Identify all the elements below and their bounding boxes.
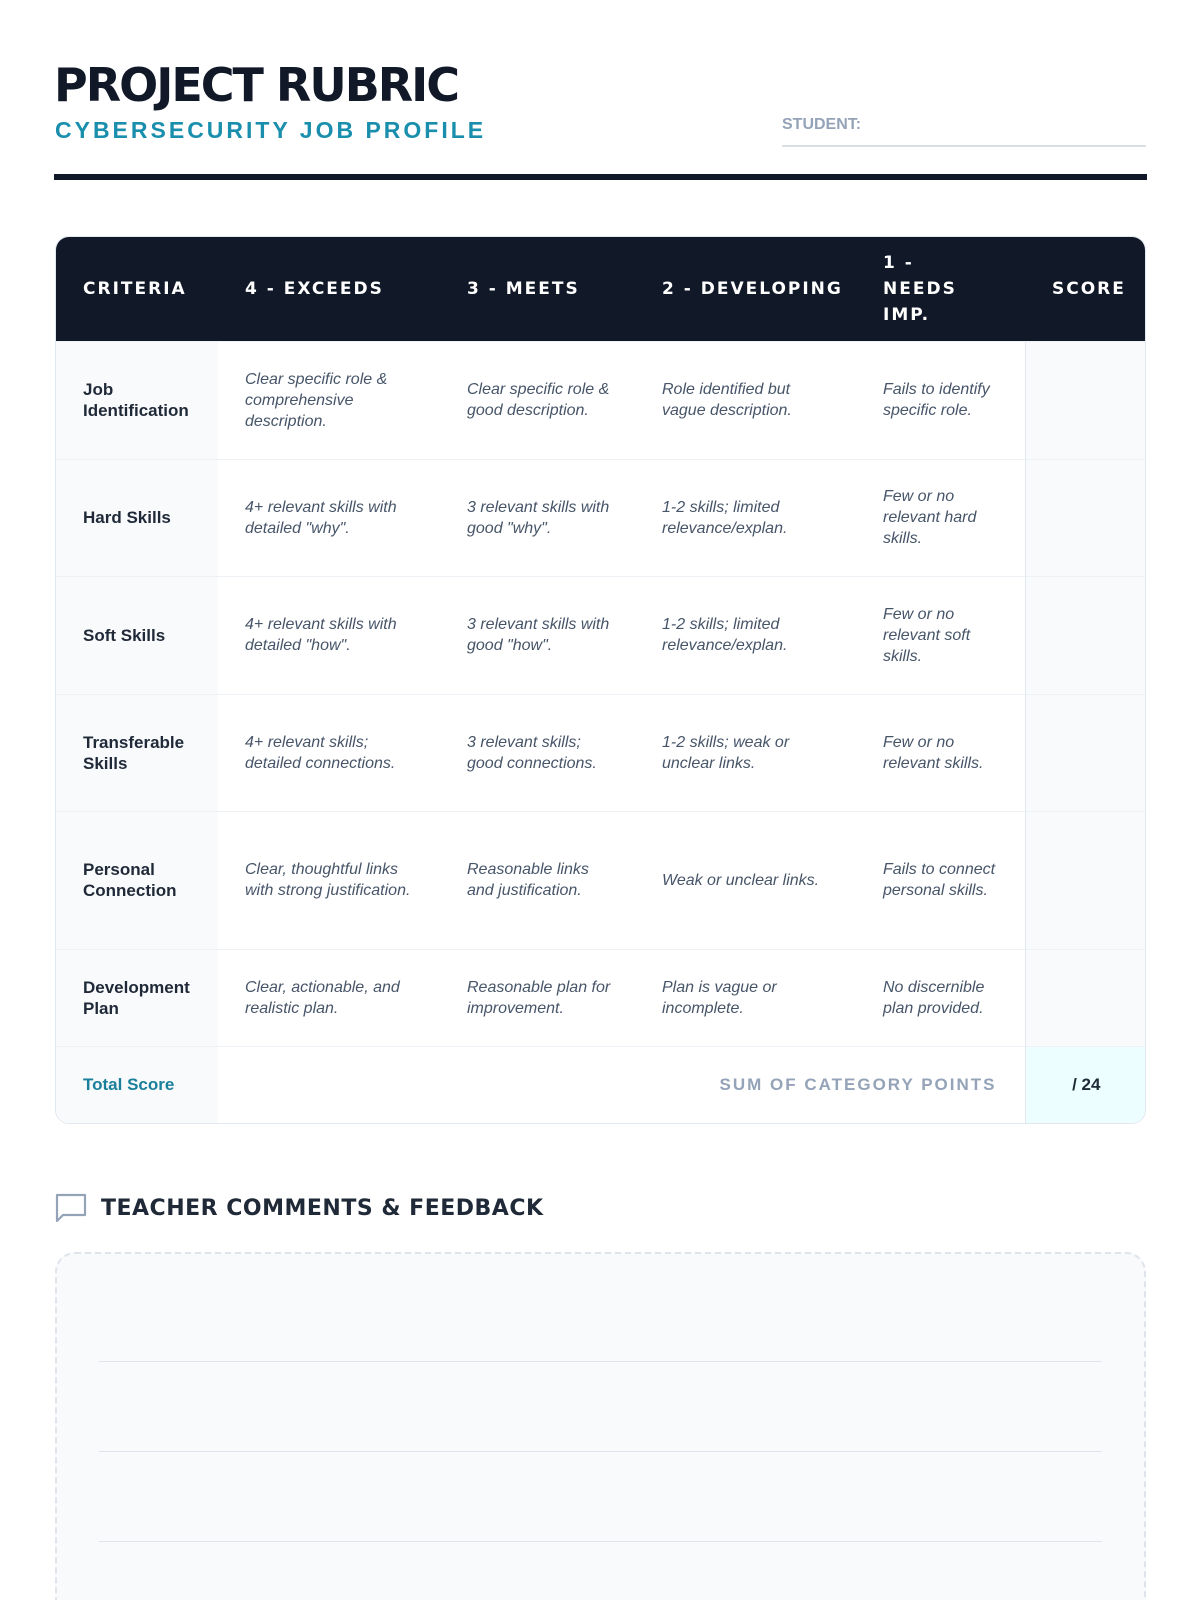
column-header-developing: 2 - DEVELOPING xyxy=(635,237,856,341)
table-row: Hard Skills 4+ relevant skills with detai… xyxy=(56,458,1145,576)
meets-cell: 3 relevant skills with good "how". xyxy=(440,575,635,694)
criteria-cell: Transferable Skills xyxy=(56,693,218,811)
total-row: Total Score SUM OF CATEGORY POINTS / 24 xyxy=(56,1045,1145,1123)
total-score-field[interactable]: / 24 xyxy=(1024,1045,1145,1123)
developing-cell: Plan is vague or incomplete. xyxy=(635,948,856,1046)
score-cell[interactable] xyxy=(1024,340,1145,459)
column-header-score: SCORE xyxy=(1025,237,1145,341)
page-subtitle: CYBERSECURITY JOB PROFILE xyxy=(55,117,487,143)
column-header-needs-improvement: 1 - NEEDS IMP. xyxy=(856,237,1025,341)
table-row: Soft Skills 4+ relevant skills with detai… xyxy=(56,575,1145,694)
criteria-cell: Development Plan xyxy=(56,948,218,1046)
total-score-label: Total Score xyxy=(56,1045,218,1123)
exceeds-cell: 4+ relevant skills with detailed "how". xyxy=(218,575,440,694)
criteria-cell: Soft Skills xyxy=(56,575,218,694)
student-label: STUDENT: xyxy=(782,116,862,133)
table-header-row: CRITERIA 4 - EXCEEDS 3 - MEETS 2 - DEVEL… xyxy=(56,237,1145,341)
needs-improvement-cell: Few or no relevant hard skills. xyxy=(856,458,1025,576)
exceeds-cell: Clear, thoughtful links with strong just… xyxy=(218,810,440,949)
comment-line xyxy=(99,1541,1102,1542)
column-header-exceeds: 4 - EXCEEDS xyxy=(218,237,440,341)
developing-cell: Weak or unclear links. xyxy=(635,810,856,949)
comments-heading: TEACHER COMMENTS & FEEDBACK xyxy=(55,1193,544,1223)
header-divider xyxy=(54,174,1147,180)
exceeds-cell: Clear, actionable, and realistic plan. xyxy=(218,948,440,1046)
criteria-cell: Job Identification xyxy=(56,340,218,459)
needs-improvement-cell: Few or no relevant skills. xyxy=(856,693,1025,811)
table-row: Development Plan Clear, actionable, and r… xyxy=(56,948,1145,1046)
criteria-cell: Hard Skills xyxy=(56,458,218,576)
score-cell[interactable] xyxy=(1024,810,1145,949)
comments-area[interactable] xyxy=(55,1252,1146,1600)
score-cell[interactable] xyxy=(1024,948,1145,1046)
developing-cell: Role identified but vague description. xyxy=(635,340,856,459)
exceeds-cell: Clear specific role & comprehensive desc… xyxy=(218,340,440,459)
criteria-cell: Personal Connection xyxy=(56,810,218,949)
sum-label: SUM OF CATEGORY POINTS xyxy=(218,1045,1025,1123)
developing-cell: 1-2 skills; weak or unclear links. xyxy=(635,693,856,811)
comment-line xyxy=(99,1361,1102,1362)
meets-cell: Reasonable links and justification. xyxy=(440,810,635,949)
column-header-criteria: CRITERIA xyxy=(56,237,218,341)
score-cell[interactable] xyxy=(1024,693,1145,811)
exceeds-cell: 4+ relevant skills; detailed connections… xyxy=(218,693,440,811)
meets-cell: 3 relevant skills; good connections. xyxy=(440,693,635,811)
exceeds-cell: 4+ relevant skills with detailed "why". xyxy=(218,458,440,576)
column-header-meets: 3 - MEETS xyxy=(440,237,635,341)
table-row: Personal Connection Clear, thoughtful lin… xyxy=(56,810,1145,949)
comment-line xyxy=(99,1451,1102,1452)
needs-improvement-cell: No discernible plan provided. xyxy=(856,948,1025,1046)
score-cell[interactable] xyxy=(1024,575,1145,694)
meets-cell: Clear specific role & good description. xyxy=(440,340,635,459)
developing-cell: 1-2 skills; limited relevance/explan. xyxy=(635,575,856,694)
comment-icon xyxy=(55,1193,87,1223)
needs-improvement-cell: Fails to connect personal skills. xyxy=(856,810,1025,949)
score-cell[interactable] xyxy=(1024,458,1145,576)
comments-title: TEACHER COMMENTS & FEEDBACK xyxy=(101,1195,544,1221)
needs-improvement-cell: Few or no relevant soft skills. xyxy=(856,575,1025,694)
meets-cell: 3 relevant skills with good "why". xyxy=(440,458,635,576)
page-title: PROJECT RUBRIC xyxy=(54,58,460,112)
student-name-field[interactable]: STUDENT: xyxy=(782,116,1146,147)
needs-improvement-cell: Fails to identify specific role. xyxy=(856,340,1025,459)
rubric-table: CRITERIA 4 - EXCEEDS 3 - MEETS 2 - DEVEL… xyxy=(55,236,1146,1124)
table-row: Job Identification Clear specific role & … xyxy=(56,340,1145,459)
table-row: Transferable Skills 4+ relevant skills; d… xyxy=(56,693,1145,811)
meets-cell: Reasonable plan for improvement. xyxy=(440,948,635,1046)
developing-cell: 1-2 skills; limited relevance/explan. xyxy=(635,458,856,576)
